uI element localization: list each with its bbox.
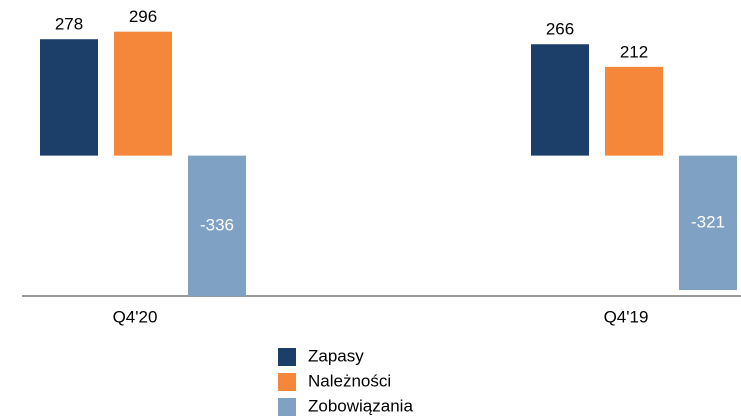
bar [114,31,172,156]
data-label: -336 [200,215,234,234]
x-tick-label: Q4'19 [604,307,649,326]
data-label: -321 [691,212,725,231]
bar [605,66,663,156]
data-label: 296 [129,7,157,26]
bar [679,155,737,291]
legend-swatch [278,348,296,366]
legend-swatch [278,373,296,391]
data-label: 278 [55,15,83,34]
data-label: 266 [546,20,574,39]
bar [40,39,98,156]
legend-label: Zapasy [308,346,364,365]
legend-swatch [278,398,296,416]
data-label: 212 [620,42,648,61]
x-tick-label: Q4'20 [113,307,158,326]
legend-label: Zobowiązania [308,396,413,415]
bar [531,44,589,156]
legend-label: Należności [308,371,391,390]
bar [188,155,246,297]
